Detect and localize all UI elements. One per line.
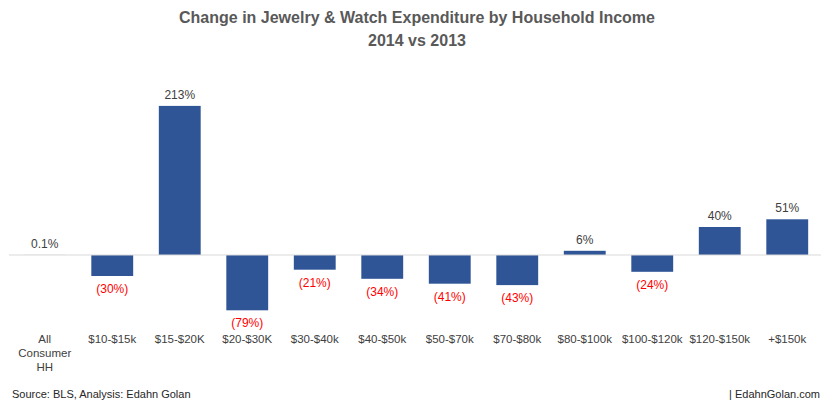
x-tick-label-line: All [38,333,51,345]
chart: Change in Jewelry & Watch Expenditure by… [0,0,835,408]
data-label: 40% [708,209,732,223]
baseline [9,255,821,256]
x-tick-label: $80-$100k [558,333,613,345]
data-label: (41%) [434,290,466,304]
x-tick-label: All Consumer HH [18,333,71,373]
x-tick-label: $10-$15k [88,333,136,345]
bar [496,255,538,285]
data-label: (34%) [366,285,398,299]
bar [631,255,673,272]
bar [766,219,808,255]
data-label: 0.1% [31,237,59,251]
bar [226,255,268,310]
subtitle: 2014 vs 2013 [368,32,466,49]
data-label: (79%) [231,316,263,330]
source-note: Source: BLS, Analysis: Edahn Golan [12,388,191,400]
x-tick-label-line: Consumer [18,347,71,359]
website-note: | EdahnGolan.com [729,388,820,400]
bar [564,251,606,255]
bar [429,255,471,284]
bar [699,227,741,255]
bars [24,106,808,310]
x-tick-label: $20-$30K [222,333,272,345]
x-tick-label: $30-$40k [291,333,339,345]
bar [159,106,201,255]
x-tick-label: $100-$120k [622,333,683,345]
x-tick-label: $15-$20K [155,333,205,345]
bar [91,255,133,276]
bar [294,255,336,270]
data-label: (24%) [636,278,668,292]
data-label: 6% [576,233,594,247]
x-tick-label: $40-$50k [358,333,406,345]
x-tick-label: $70-$80k [493,333,541,345]
x-tick-label-line: HH [36,361,53,373]
x-tick-label: $120-$150k [689,333,750,345]
data-label: 213% [164,88,195,102]
title: Change in Jewelry & Watch Expenditure by… [179,9,655,26]
data-label: (21%) [299,276,331,290]
page: {"chart_data": { "type": "bar", "title":… [0,0,835,408]
x-tick-label: +$150k [768,333,806,345]
data-label: 51% [775,201,799,215]
data-label: (30%) [96,282,128,296]
x-tick-label: $50-$70k [426,333,474,345]
bar [361,255,403,279]
data-label: (43%) [501,291,533,305]
